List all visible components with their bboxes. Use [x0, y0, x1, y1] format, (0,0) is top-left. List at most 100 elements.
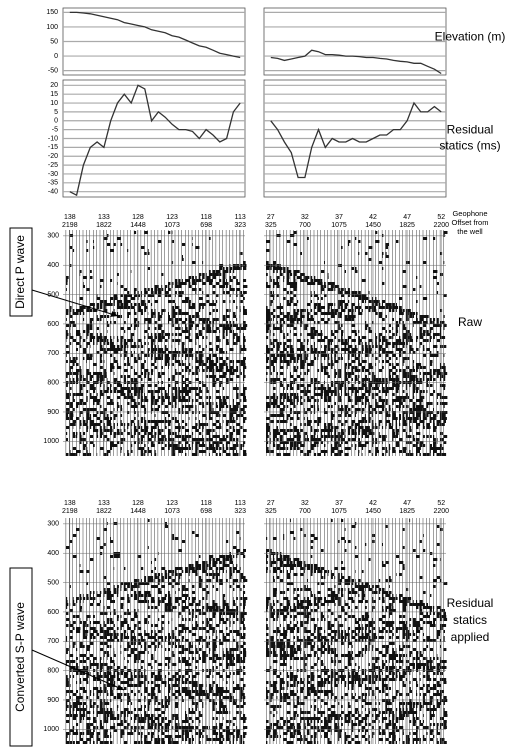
seismic-trace — [174, 518, 180, 744]
seismic-trace — [99, 518, 105, 744]
seismic-trace — [416, 230, 421, 456]
seismic-trace — [388, 518, 393, 744]
seismic-trace — [419, 518, 424, 744]
seismic-trace — [185, 518, 190, 744]
station-label: 27 — [267, 214, 275, 221]
station-label: 47 — [403, 214, 411, 221]
seismic-trace — [82, 518, 88, 744]
y-tick-label: 500 — [47, 579, 59, 586]
seismic-trace — [289, 518, 295, 744]
seismic-trace — [429, 230, 434, 456]
annotation-box — [9, 567, 33, 747]
seismic-trace — [123, 230, 128, 456]
y-tick-label: -15 — [48, 144, 58, 151]
seismic-trace — [276, 230, 281, 456]
seismic-trace — [283, 518, 288, 744]
seismic-trace — [140, 230, 145, 456]
seismic-trace — [269, 518, 274, 744]
seismic-trace — [110, 518, 115, 744]
seismic-trace — [272, 518, 278, 744]
seismic-trace — [358, 230, 363, 456]
offset-label: 1825 — [399, 508, 415, 515]
seismic-trace — [306, 230, 312, 456]
offset-label: 323 — [234, 222, 246, 229]
seismic-trace — [426, 518, 431, 744]
panel-title: Raw — [458, 315, 482, 329]
seismic-trace — [93, 518, 98, 744]
seismic-trace — [116, 230, 122, 456]
seismic-trace — [313, 230, 319, 456]
seismic-trace — [392, 518, 397, 744]
seismic-trace — [212, 230, 217, 456]
y-tick-label: 700 — [47, 350, 59, 357]
offset-label: 1822 — [96, 222, 112, 229]
y-axis-label: Residual — [447, 123, 494, 137]
y-tick-label: -10 — [48, 135, 58, 142]
seismic-trace — [195, 230, 200, 456]
station-label: 113 — [235, 500, 246, 507]
data-line — [69, 84, 241, 197]
seismic-trace — [395, 518, 400, 744]
header-label: Offset from — [452, 218, 489, 227]
seismic-trace — [82, 230, 87, 456]
seismic-trace — [310, 518, 315, 744]
y-tick-label: 400 — [47, 262, 59, 269]
seismic-trace — [96, 518, 101, 744]
station-label: 37 — [335, 500, 343, 507]
offset-label: 1075 — [331, 508, 347, 515]
station-label: 32 — [301, 214, 309, 221]
offset-label: 700 — [299, 222, 311, 229]
seismic-trace — [317, 230, 322, 456]
seismic-trace — [405, 518, 411, 744]
y-tick-label: -5 — [52, 126, 58, 133]
seismic-trace — [232, 518, 237, 744]
seismic-trace — [330, 518, 336, 744]
station-label: 32 — [301, 500, 309, 507]
seismic-trace — [402, 230, 407, 456]
seismic-trace — [378, 230, 383, 456]
seismic-trace — [375, 230, 380, 456]
seismic-trace — [161, 518, 166, 744]
annotation-arrow — [31, 649, 125, 691]
seismic-trace — [385, 230, 390, 456]
station-label: 118 — [201, 500, 212, 507]
station-label: 42 — [369, 214, 377, 221]
seismic-trace — [293, 230, 298, 456]
y-tick-label: -50 — [48, 67, 58, 74]
seismic-trace — [103, 518, 108, 744]
seismic-trace — [208, 230, 214, 456]
seismic-trace — [154, 230, 159, 456]
seismic-trace — [306, 518, 312, 744]
seismic-trace — [99, 230, 105, 456]
seismic-trace — [144, 230, 149, 456]
seismic-trace — [127, 230, 132, 456]
seismic-trace — [412, 518, 417, 744]
y-axis-label: statics (ms) — [439, 139, 500, 153]
seismic-trace — [412, 230, 417, 456]
seismic-trace — [106, 230, 111, 456]
seismic-trace — [130, 518, 135, 744]
seismic-trace — [351, 518, 356, 744]
seismic-trace — [419, 230, 424, 456]
seismic-trace — [341, 230, 346, 456]
offset-label: 2198 — [62, 508, 78, 515]
seismic-trace — [219, 230, 224, 456]
seismic-trace — [337, 518, 342, 744]
seismic-trace — [178, 518, 183, 744]
seismic-trace — [341, 518, 346, 744]
station-label: 138 — [64, 500, 76, 507]
seismic-trace — [381, 518, 386, 744]
data-line — [270, 101, 442, 179]
seismic-trace — [157, 230, 163, 456]
seismic-trace — [388, 230, 393, 456]
seismic-trace — [416, 518, 421, 744]
seismic-trace — [364, 518, 370, 744]
seismic-trace — [344, 518, 349, 744]
offset-label: 2200 — [433, 508, 449, 515]
offset-label: 698 — [200, 222, 212, 229]
seismic-trace — [300, 230, 305, 456]
offset-label: 1073 — [164, 222, 180, 229]
seismic-trace — [409, 518, 414, 744]
seismic-trace — [378, 518, 383, 744]
